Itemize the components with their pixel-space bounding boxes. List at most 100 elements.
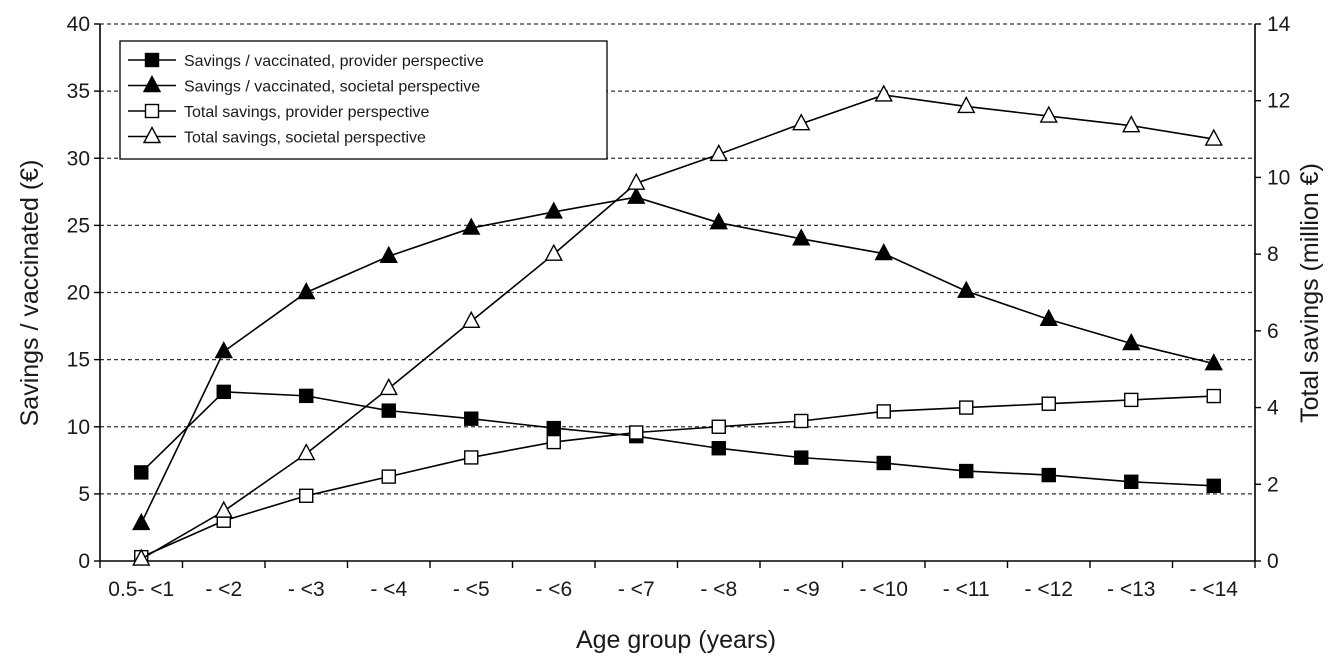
x-tick-label: - <4	[370, 578, 407, 601]
series-3-point	[546, 434, 561, 450]
y-right-tick-label: 14	[1267, 13, 1291, 36]
series-4-point	[1039, 105, 1058, 123]
y-left-tick-label: 20	[67, 282, 90, 305]
y-right-tick-label: 12	[1267, 90, 1290, 113]
y-axis-right-title: Total savings (million €)	[1296, 163, 1324, 423]
series-2-point	[874, 243, 893, 261]
series-2-line	[140, 196, 1214, 524]
x-tick-label: - <2	[205, 578, 242, 601]
series-2-point	[957, 280, 976, 298]
series-2-point	[379, 245, 398, 263]
series-1-point	[216, 384, 231, 400]
series-2-point	[462, 217, 481, 235]
series-1-point	[464, 411, 479, 426]
series-4-point	[627, 172, 646, 190]
series-4-point	[379, 377, 398, 396]
y-left-tick-label: 25	[67, 214, 90, 237]
series-2-point	[627, 186, 646, 204]
x-tick-label: - <12	[1025, 578, 1073, 601]
series-2-point	[709, 212, 728, 230]
series-4-point	[1122, 115, 1141, 133]
series-4-point	[462, 310, 481, 328]
series-4-point	[214, 500, 233, 518]
x-tick-label: - <10	[860, 578, 908, 601]
series-4	[132, 84, 1223, 566]
x-tick-label: - <14	[1190, 578, 1239, 601]
y-right-tick-label: 10	[1267, 166, 1290, 189]
series-2-point	[1204, 353, 1223, 371]
series-4-line	[140, 94, 1214, 560]
x-axis-title: Age group (years)	[576, 626, 776, 654]
y-left-tick-label: 5	[78, 483, 90, 506]
series-4-point	[874, 84, 893, 102]
x-tick-label: - <11	[943, 578, 990, 601]
series-3-point	[711, 419, 726, 434]
y-left-tick-label: 0	[78, 550, 90, 573]
series-1-point	[794, 450, 809, 465]
series-1-point	[711, 441, 726, 456]
series-3-point	[629, 425, 644, 440]
x-tick-label: - <7	[618, 578, 655, 601]
series-2-point	[1122, 333, 1141, 351]
series-1-point	[876, 455, 891, 471]
series-2-point	[132, 512, 151, 531]
x-tick-label: - <5	[453, 578, 490, 601]
series-3-point	[1206, 388, 1221, 404]
legend-label: Savings / vaccinated, societal perspecti…	[184, 79, 480, 96]
series-1-point	[959, 463, 974, 479]
y-left-tick-label: 15	[67, 349, 90, 372]
series-2-point	[544, 201, 563, 219]
y-left-tick-label: 10	[67, 416, 90, 439]
legend-marker	[142, 75, 162, 93]
y-left-tick-label: 30	[67, 147, 90, 170]
series-3-point	[959, 400, 974, 415]
axes: 0 5 10 15 20 25 30 35 40 0 2 4 6 8 10 12 14 0.5- <1 - <2 - …	[67, 13, 1291, 601]
y-left-tick-label: 35	[67, 80, 90, 103]
series-4-point	[297, 443, 316, 461]
series-4-point	[709, 143, 728, 162]
x-tick-label: - <9	[783, 578, 820, 601]
series-3-point	[299, 488, 314, 503]
y-left-tick-label: 40	[67, 13, 90, 36]
y-right-tick-label: 0	[1267, 550, 1279, 573]
x-tick-label: - <3	[288, 578, 325, 601]
series-2-point	[214, 341, 233, 359]
x-tick-label: - <8	[700, 578, 737, 601]
legend-box	[119, 40, 608, 160]
legend: Savings / vaccinated, provider perspecti…	[119, 40, 608, 160]
x-tick-label: - <6	[535, 578, 572, 601]
series-1-point	[1124, 474, 1139, 489]
series-1-point	[134, 465, 149, 480]
legend-marker	[144, 103, 160, 119]
legend-label: Total savings, societal perspective	[184, 130, 426, 147]
legend-label: Savings / vaccinated, provider perspecti…	[184, 53, 484, 70]
x-tick-label: 0.5- <1	[108, 578, 174, 601]
series-3-point	[1124, 392, 1139, 408]
y-right-tick-label: 2	[1267, 473, 1279, 496]
series-4-point	[544, 243, 563, 261]
series-1-point	[1206, 478, 1221, 494]
series-1-line	[140, 391, 1214, 487]
legend-label: Total savings, provider perspective	[184, 104, 430, 121]
series-1-point	[546, 420, 561, 436]
series-4-point	[957, 95, 976, 114]
series-3-point	[794, 413, 809, 429]
y-right-tick-label: 8	[1267, 243, 1279, 266]
series-3-point	[1041, 396, 1056, 411]
y-right-tick-label: 6	[1267, 320, 1279, 343]
series-3-line	[140, 395, 1214, 558]
y-axis-left-title: Savings / vaccinated (€)	[16, 160, 44, 427]
series-3-point	[381, 469, 396, 484]
y-right-tick-label: 4	[1267, 397, 1279, 420]
legend-marker	[142, 126, 162, 144]
series-3-point	[464, 450, 479, 465]
series-1	[134, 384, 1221, 494]
series-1-point	[299, 388, 314, 404]
x-tick-label: - <13	[1107, 578, 1155, 601]
series-group	[132, 84, 1223, 566]
series-3-point	[876, 404, 891, 419]
series-2-point	[792, 228, 811, 246]
series-2-point	[297, 282, 316, 300]
series-2-point	[1039, 308, 1058, 327]
